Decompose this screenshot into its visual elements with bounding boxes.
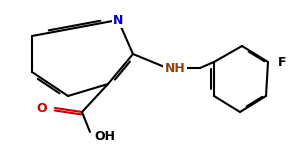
Text: F: F	[278, 55, 286, 69]
Text: N: N	[113, 14, 123, 26]
Text: NH: NH	[165, 62, 185, 74]
Text: O: O	[36, 102, 47, 114]
Text: OH: OH	[94, 130, 115, 143]
